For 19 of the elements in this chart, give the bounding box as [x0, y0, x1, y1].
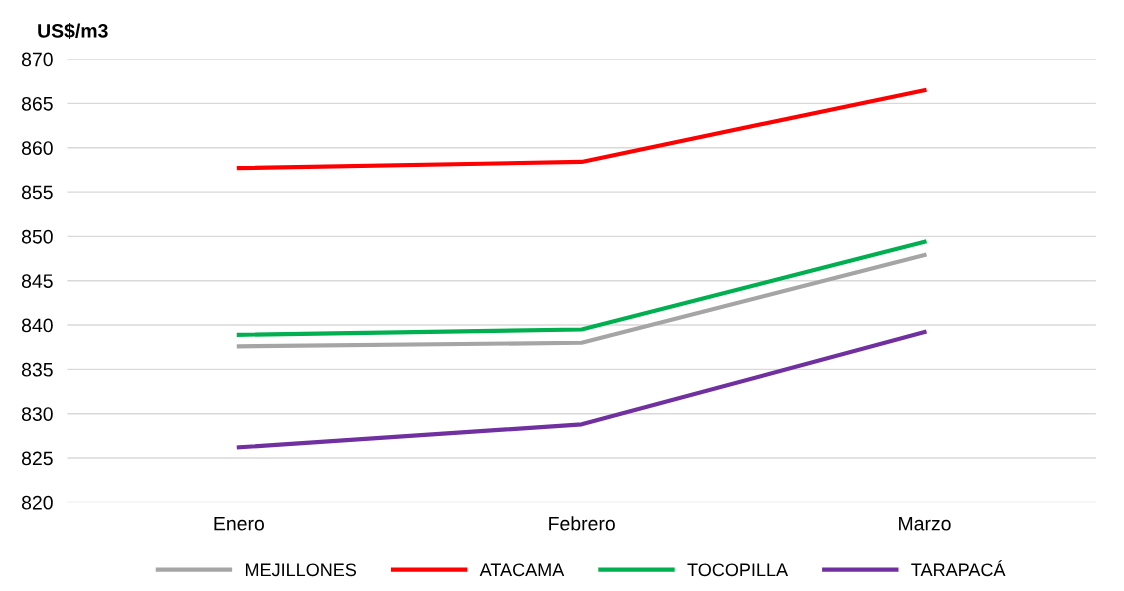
y-tick-label: 845	[21, 274, 53, 288]
y-tick-label: 820	[21, 495, 53, 510]
y-tick-label: 830	[21, 407, 53, 421]
y-tick-label: 860	[21, 141, 53, 155]
y-tick-label: 850	[21, 229, 53, 244]
y-tick-label: 870	[21, 52, 53, 67]
y-tick-label: 855	[21, 185, 53, 200]
x-tick-label: Enero	[214, 516, 264, 531]
y-tick-label: 865	[21, 96, 53, 111]
y-tick-label: 835	[21, 362, 53, 377]
legend-label: TARAPACÁ	[911, 560, 1006, 577]
y-tick-label: 840	[21, 318, 53, 333]
x-tick-label: Febrero	[549, 516, 615, 531]
legend-label: MEJILLONES	[245, 563, 357, 577]
y-tick-label: 825	[21, 451, 53, 466]
y-axis-title: US$/m3	[38, 23, 108, 39]
x-tick-label: Marzo	[899, 516, 951, 531]
legend-label: TOCOPILLA	[687, 563, 789, 577]
legend-label: ATACAMA	[479, 563, 565, 577]
